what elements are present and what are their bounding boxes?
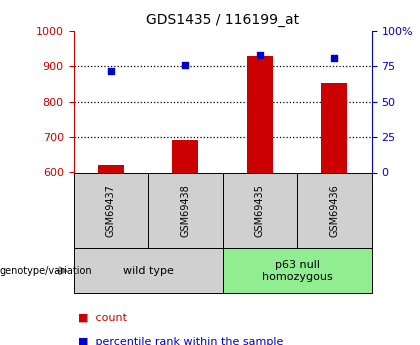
Text: ■  count: ■ count: [78, 313, 127, 322]
Bar: [247, 56, 273, 172]
Text: GSM69438: GSM69438: [180, 184, 190, 237]
Text: ■  percentile rank within the sample: ■ percentile rank within the sample: [78, 337, 283, 345]
Bar: [98, 166, 124, 172]
Text: GSM69437: GSM69437: [106, 184, 116, 237]
Point: [257, 52, 263, 58]
Bar: [321, 83, 347, 172]
Text: genotype/variation: genotype/variation: [0, 266, 93, 276]
Point: [331, 55, 338, 61]
Bar: [172, 140, 198, 172]
Point: [108, 68, 114, 73]
Text: p63 null
homozygous: p63 null homozygous: [262, 260, 333, 282]
Point: [182, 62, 189, 68]
Text: GSM69436: GSM69436: [329, 184, 339, 237]
Text: GSM69435: GSM69435: [255, 184, 265, 237]
Title: GDS1435 / 116199_at: GDS1435 / 116199_at: [146, 13, 299, 27]
Text: wild type: wild type: [123, 266, 173, 276]
